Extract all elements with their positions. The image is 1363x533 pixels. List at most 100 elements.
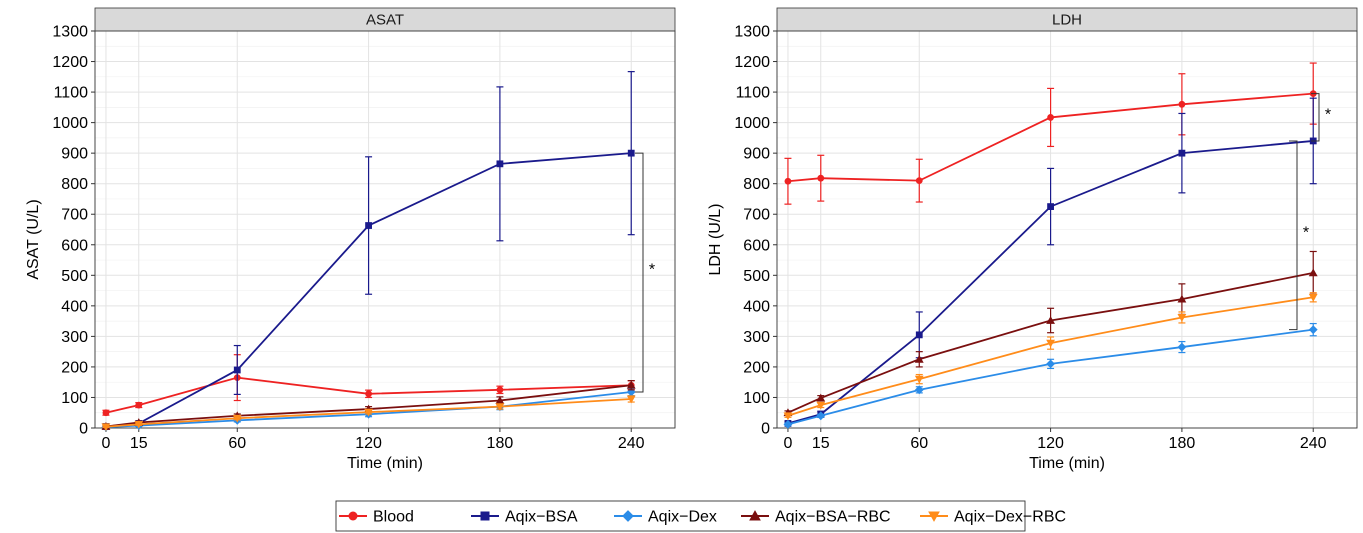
y-tick-label: 1000 bbox=[52, 115, 88, 132]
x-axis: 0 15 60 120 180 240 bbox=[101, 428, 645, 452]
bracket-line bbox=[1289, 140, 1298, 331]
legend-entry-aqix-bsa: Aqix−BSA bbox=[471, 509, 578, 526]
data-point bbox=[1177, 342, 1187, 352]
y-tick-label: 200 bbox=[61, 359, 88, 376]
y-tick-label: 300 bbox=[61, 329, 88, 346]
panel-title: LDH bbox=[1052, 12, 1082, 29]
y-tick-label: 300 bbox=[743, 329, 770, 346]
data-point bbox=[1177, 314, 1187, 322]
y-tick-label: 1300 bbox=[52, 24, 88, 41]
data-point bbox=[817, 174, 825, 182]
significance-label: * bbox=[1303, 224, 1309, 241]
x-tick-label: 240 bbox=[618, 435, 645, 452]
data-point bbox=[1046, 359, 1056, 369]
y-tick-label: 100 bbox=[743, 390, 770, 407]
series-aqix-dex-rbc bbox=[783, 292, 1318, 421]
x-axis: 0 15 60 120 180 240 bbox=[783, 428, 1327, 452]
data-point bbox=[914, 385, 924, 395]
legend-entry-blood: Blood bbox=[339, 509, 414, 526]
x-tick-label: 120 bbox=[1037, 435, 1064, 452]
data-point bbox=[914, 375, 924, 384]
panel-asat: ASAT010020030040050060070080090010001100… bbox=[25, 7, 676, 472]
plot-area bbox=[94, 30, 676, 429]
x-tick-label: 120 bbox=[355, 435, 382, 452]
legend-entry-aqix-dex-rbc: Aqix−Dex−RBC bbox=[920, 509, 1066, 526]
y-tick-label: 0 bbox=[761, 421, 770, 438]
y-tick-label: 500 bbox=[61, 268, 88, 285]
data-point bbox=[364, 408, 374, 417]
data-point bbox=[134, 420, 144, 429]
y-tick-label: 700 bbox=[61, 207, 88, 224]
series-line bbox=[105, 391, 632, 428]
data-point bbox=[784, 177, 792, 185]
y-tick-label: 100 bbox=[61, 390, 88, 407]
bracket-line bbox=[1311, 93, 1320, 142]
chart-panels: ASAT010020030040050060070080090010001100… bbox=[25, 7, 1358, 472]
data-point bbox=[816, 411, 826, 421]
legend-label: Aqix−Dex−RBC bbox=[954, 509, 1066, 526]
data-point bbox=[626, 395, 636, 404]
bracket-line bbox=[635, 152, 644, 393]
data-point bbox=[626, 380, 636, 389]
legend-marker bbox=[480, 511, 490, 521]
legend-label: Blood bbox=[373, 509, 414, 526]
y-axis: 0 100 200 300 400 500 600 700 800 900 1000 1100 1200… bbox=[52, 24, 95, 438]
y-tick-label: 1200 bbox=[734, 54, 770, 71]
significance-bracket: * bbox=[635, 152, 655, 393]
series-line bbox=[787, 328, 1314, 426]
significance-bracket: * bbox=[1289, 140, 1309, 331]
chart-legend: Blood Aqix−BSA Aqix−Dex Aqix−BSA−RBC Aqix−De… bbox=[335, 500, 1066, 532]
legend-entry-aqix-bsa-rbc: Aqix−BSA−RBC bbox=[741, 509, 891, 526]
y-tick-label: 600 bbox=[61, 237, 88, 254]
legend-label: Aqix−BSA−RBC bbox=[775, 509, 891, 526]
data-point bbox=[1047, 203, 1054, 210]
series-line bbox=[105, 376, 632, 414]
y-tick-label: 1100 bbox=[736, 85, 771, 102]
legend-label: Aqix−BSA bbox=[505, 509, 578, 526]
data-point bbox=[495, 403, 505, 412]
series-line bbox=[105, 384, 632, 428]
x-tick-label: 0 bbox=[783, 435, 792, 452]
y-tick-label: 500 bbox=[743, 268, 770, 285]
data-point bbox=[1308, 268, 1318, 277]
series-line bbox=[105, 398, 632, 428]
series-aqix-dex-rbc bbox=[101, 395, 636, 432]
legend-marker bbox=[749, 510, 761, 521]
plot-area bbox=[776, 30, 1358, 429]
data-point bbox=[783, 419, 793, 429]
legend-entry-aqix-dex: Aqix−Dex bbox=[614, 509, 717, 526]
data-point bbox=[102, 409, 110, 417]
data-point bbox=[495, 396, 505, 404]
data-point bbox=[1308, 293, 1318, 302]
data-point bbox=[1177, 294, 1187, 303]
series-line bbox=[787, 92, 1314, 183]
y-tick-label: 700 bbox=[743, 207, 770, 224]
x-tick-label: 15 bbox=[130, 435, 148, 452]
data-point bbox=[783, 412, 793, 421]
significance-bracket: * bbox=[1311, 93, 1331, 142]
data-point bbox=[915, 331, 923, 339]
y-tick-label: 1200 bbox=[52, 54, 88, 71]
y-axis-title: ASAT (U/L) bbox=[25, 199, 42, 279]
data-point bbox=[1046, 339, 1056, 348]
x-tick-label: 180 bbox=[1169, 435, 1196, 452]
series-aqix-dex bbox=[783, 322, 1318, 429]
x-tick-label: 60 bbox=[910, 435, 928, 452]
series-line bbox=[787, 296, 1314, 417]
y-tick-label: 0 bbox=[79, 421, 88, 438]
grid-lines bbox=[95, 30, 675, 429]
data-point bbox=[915, 177, 923, 185]
data-point bbox=[365, 222, 372, 229]
data-point bbox=[135, 401, 143, 409]
x-axis-title: Time (min) bbox=[1029, 455, 1105, 472]
x-tick-label: 180 bbox=[487, 435, 514, 452]
y-tick-label: 400 bbox=[743, 298, 770, 315]
data-point bbox=[1046, 316, 1056, 324]
y-tick-label: 200 bbox=[743, 359, 770, 376]
data-point bbox=[365, 390, 372, 398]
y-tick-label: 900 bbox=[61, 146, 88, 163]
data-point bbox=[233, 366, 241, 374]
y-tick-label: 900 bbox=[743, 146, 770, 163]
y-tick-label: 1000 bbox=[734, 115, 770, 132]
